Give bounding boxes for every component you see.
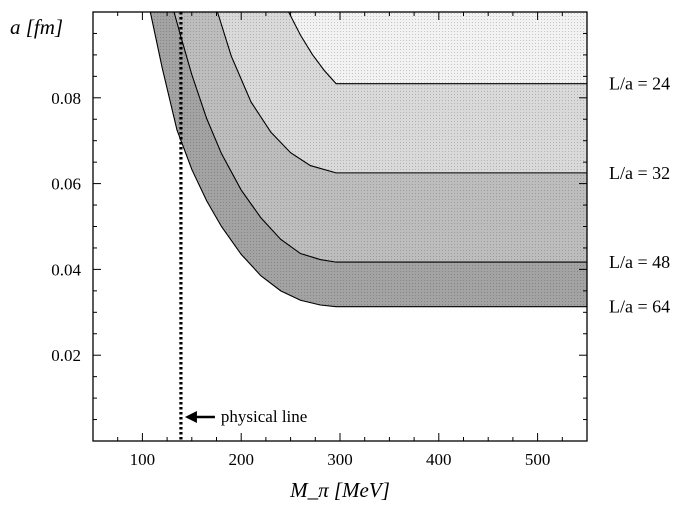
series-label: L/a = 24 — [609, 74, 670, 94]
y-tick-label: 0.02 — [51, 346, 81, 365]
y-tick-label: 0.08 — [51, 89, 81, 108]
tick-label-layer: 100 200 300 400 500 0.02 0.04 0.06 0.08 — [51, 89, 550, 469]
x-tick-label: 300 — [327, 450, 353, 469]
x-axis-label: M_π [MeV] — [289, 478, 390, 502]
series-label: L/a = 32 — [609, 163, 670, 183]
y-tick-label: 0.06 — [51, 175, 81, 194]
x-tick-label: 400 — [426, 450, 452, 469]
physical-line-annotation: physical line — [184, 407, 307, 426]
series-curve — [173, 11, 587, 263]
series-curve — [216, 11, 587, 174]
x-tick-label: 500 — [525, 450, 551, 469]
curve-label-layer: L/a = 24 L/a = 32 L/a = 48 L/a = 64 — [609, 74, 670, 317]
series-curve — [288, 11, 587, 85]
series-label: L/a = 64 — [609, 297, 670, 317]
y-axis-label: a [fm] — [10, 15, 63, 39]
series-label: L/a = 48 — [609, 252, 670, 272]
arrow-icon — [184, 411, 197, 423]
band-layer — [150, 12, 588, 307]
curve-layer — [149, 11, 587, 308]
y-tick-label: 0.04 — [51, 260, 81, 279]
x-tick-label: 200 — [228, 450, 254, 469]
x-tick-label: 100 — [130, 450, 156, 469]
physical-line-label: physical line — [221, 407, 307, 426]
series-curve — [149, 11, 587, 308]
band-stipple — [288, 12, 587, 84]
tick-layer — [93, 12, 587, 441]
